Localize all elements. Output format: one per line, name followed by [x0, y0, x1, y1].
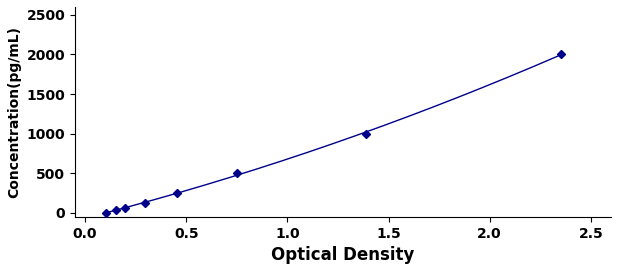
X-axis label: Optical Density: Optical Density: [271, 246, 415, 264]
Y-axis label: Concentration(pg/mL): Concentration(pg/mL): [7, 26, 21, 198]
